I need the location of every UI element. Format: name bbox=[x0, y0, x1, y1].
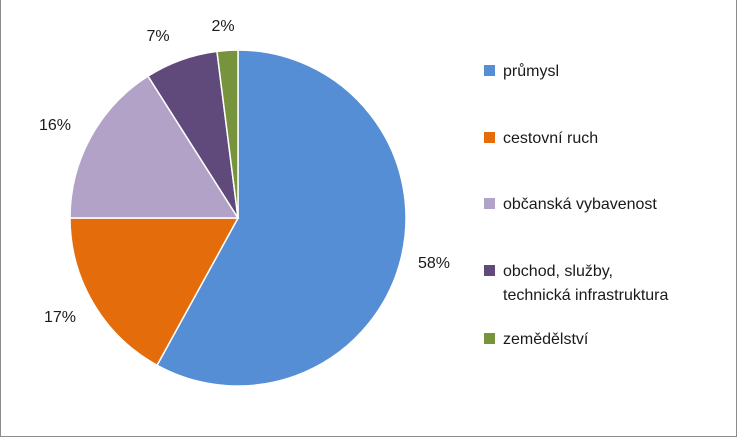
legend-swatch bbox=[484, 65, 495, 76]
legend-item-2: cestovní ruch bbox=[484, 127, 598, 151]
pie-slice-3 bbox=[69, 75, 240, 219]
legend-swatch bbox=[484, 132, 495, 143]
legend-label: občanská vybavenost bbox=[503, 196, 657, 213]
legend-item-3: občanská vybavenost bbox=[484, 193, 657, 217]
data-label-1: 58% bbox=[418, 255, 450, 272]
legend-item-1: průmysl bbox=[484, 60, 559, 84]
legend-label: zemědělství bbox=[503, 331, 589, 348]
legend-swatch bbox=[484, 265, 495, 276]
data-label-3: 16% bbox=[39, 117, 71, 134]
pie-slice-2 bbox=[69, 217, 240, 367]
data-label-4: 7% bbox=[146, 28, 169, 45]
legend-item-5: zemědělství bbox=[484, 328, 588, 352]
legend-swatch bbox=[484, 198, 495, 209]
pie-slice-1 bbox=[156, 49, 407, 387]
data-label-5: 2% bbox=[211, 18, 234, 35]
data-label-2: 17% bbox=[44, 309, 76, 326]
pie-slice-5 bbox=[216, 49, 239, 219]
legend-label: průmysl bbox=[503, 63, 560, 80]
legend-swatch bbox=[484, 333, 495, 344]
legend-label: cestovní ruch bbox=[503, 130, 599, 147]
legend-item-4: obchod, služby, technická infrastruktura bbox=[484, 260, 668, 308]
legend-label: obchod, služby, technická infrastruktura bbox=[503, 263, 669, 304]
